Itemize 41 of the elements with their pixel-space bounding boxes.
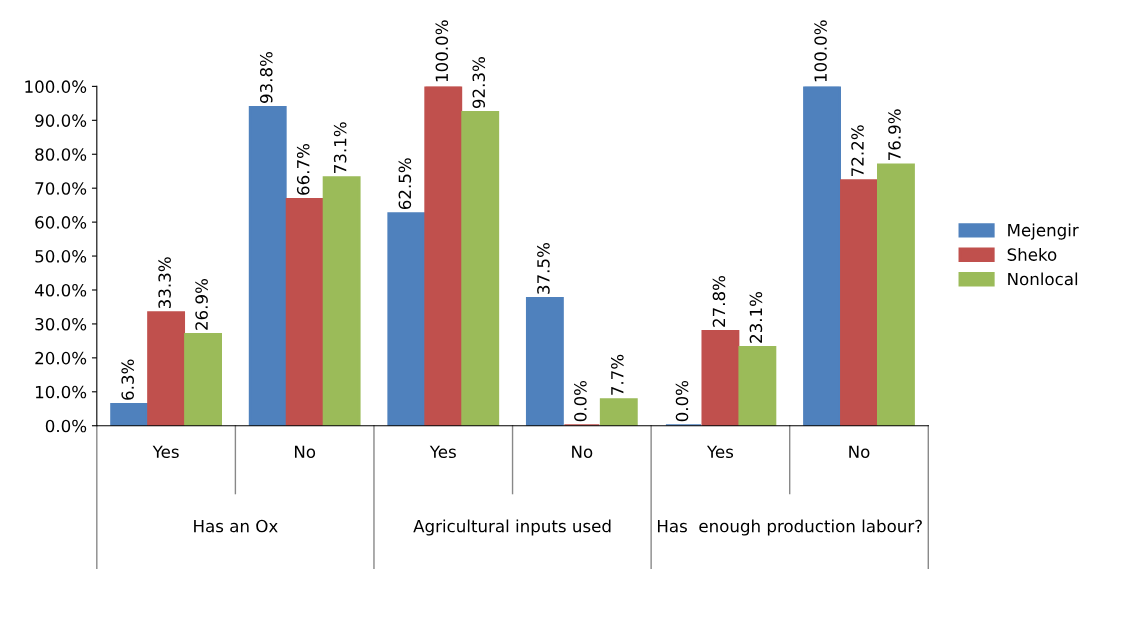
data-label: 73.1% — [333, 122, 347, 173]
data-label: 76.9% — [888, 109, 901, 161]
y-tick-label: 80.0% — [35, 148, 87, 161]
data-label: 23.1% — [749, 291, 763, 343]
data-label: 0.0% — [675, 380, 689, 422]
data-label: 27.8% — [712, 275, 726, 327]
data-label: 0.0% — [574, 380, 587, 422]
data-label: 33.3% — [158, 257, 171, 309]
y-tick-label: 40.0% — [34, 283, 87, 297]
data-label: 62.5% — [398, 158, 412, 210]
y-tick-label: 30.0% — [35, 317, 87, 331]
text: Has an Ox — [194, 519, 278, 533]
data-label: 26.9% — [195, 279, 208, 330]
y-tick-label: 0.0% — [45, 419, 87, 433]
y-tick-label: 10.0% — [35, 385, 87, 399]
legend-label: Sheko — [1007, 247, 1057, 261]
y-tick-label: 60.0% — [35, 216, 87, 229]
data-label: 93.8% — [259, 52, 273, 103]
x-tick-label: Yes — [706, 445, 734, 459]
legend-label: Mejengir — [1008, 223, 1079, 240]
y-tick-label: 70.0% — [35, 182, 87, 195]
legend-label: Nonlocal — [1008, 272, 1078, 286]
x-tick-label: Yes — [152, 445, 179, 459]
data-label: 6.3% — [121, 359, 134, 400]
data-label: 66.7% — [296, 143, 310, 195]
x-tick-label: No — [572, 445, 593, 459]
y-tick-label: 20.0% — [35, 351, 87, 365]
data-label: 72.2% — [851, 125, 864, 176]
y-tick-label: 90.0% — [35, 114, 87, 127]
data-label: 92.3% — [472, 57, 486, 109]
text: Has enough production labour? — [657, 519, 922, 536]
data-label: 100.0% — [814, 20, 827, 82]
y-tick-label: 50.0% — [35, 250, 87, 263]
x-tick-label: Yes — [429, 445, 456, 459]
data-label: 37.5% — [537, 243, 550, 294]
y-tick-label: 100.0% — [25, 80, 87, 93]
text: Agricultural inputs used — [413, 519, 611, 536]
x-tick-label: No — [849, 445, 870, 459]
data-label: 7.7% — [611, 354, 624, 395]
x-tick-label: No — [294, 445, 316, 459]
data-label: 100.0% — [435, 20, 449, 82]
